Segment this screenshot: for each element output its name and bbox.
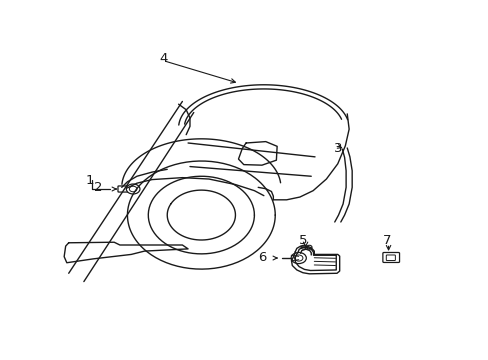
Text: 1: 1 [85,174,94,187]
FancyBboxPatch shape [382,252,399,262]
Text: 2: 2 [94,181,102,194]
Text: 6: 6 [257,251,265,264]
Text: 7: 7 [382,234,390,247]
Circle shape [306,245,311,249]
Circle shape [126,184,140,194]
Circle shape [129,186,137,192]
Circle shape [290,252,305,264]
Text: 3: 3 [333,142,341,155]
FancyBboxPatch shape [118,186,129,192]
Circle shape [301,245,305,249]
FancyBboxPatch shape [386,255,395,261]
Circle shape [294,255,302,261]
Text: 4: 4 [159,52,167,65]
Text: 5: 5 [299,234,307,247]
